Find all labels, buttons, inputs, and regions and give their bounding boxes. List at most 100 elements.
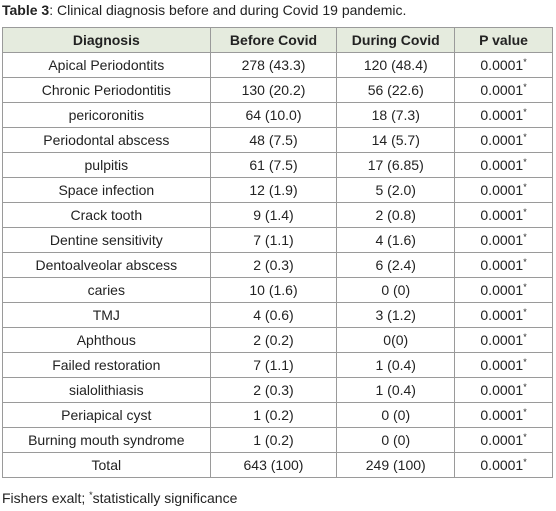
column-header: Diagnosis [2,27,211,53]
significance-mark: * [523,307,527,317]
p-value-cell: 0.0001* [454,352,553,378]
column-header: P value [454,27,553,53]
caption-label: Table 3 [2,2,50,18]
count-cell: 6 (2.4) [336,252,456,278]
p-value-cell: 0.0001* [454,377,553,403]
p-value-cell: 0.0001* [454,202,553,228]
count-cell: 4 (1.6) [336,227,456,253]
table-row: pulpitis 61 (7.5) 17 (6.85) 0.0001* [2,152,553,178]
table-row: Periodontal abscess 48 (7.5) 14 (5.7) 0.000… [2,127,553,153]
footnote: Fishers exalt; *statistically significan… [2,489,237,507]
significance-mark: * [523,432,527,442]
significance-mark: * [523,407,527,417]
p-value-cell: 0.0001* [454,277,553,303]
table-row: Apical Periodontits 278 (43.3) 120 (48.4) 0… [2,52,553,78]
p-value: 0.0001 [480,132,524,148]
count-cell: 249 (100) [336,452,456,478]
table: Diagnosis Before Covid During Covid P value… [2,27,553,478]
p-value: 0.0001 [480,82,524,98]
significance-mark: * [523,207,527,217]
significance-mark: * [523,107,527,117]
p-value-cell: 0.0001* [454,52,553,78]
table-row: Burning mouth syndrome 1 (0.2) 0 (0) 0.0001… [2,427,553,453]
p-value: 0.0001 [480,232,524,248]
table-head: Diagnosis Before Covid During Covid P value [2,27,553,53]
table-row: Failed restoration 7 (1.1) 1 (0.4) 0.0001* [2,352,553,378]
table-row: Dentine sensitivity 7 (1.1) 4 (1.6) 0.0001* [2,227,553,253]
count-cell: 61 (7.5) [209,152,338,178]
p-value-cell: 0.0001* [454,77,553,103]
count-cell: 643 (100) [209,452,338,478]
significance-mark: * [523,82,527,92]
count-cell: 1 (0.4) [336,352,456,378]
p-value-cell: 0.0001* [454,327,553,353]
p-value-cell: 0.0001* [454,252,553,278]
significance-mark: * [523,182,527,192]
diagnosis-cell: sialolithiasis [2,377,211,403]
caption-text: : Clinical diagnosis before and during C… [49,2,407,18]
footnote-mark: * [89,490,93,500]
count-cell: 1 (0.4) [336,377,456,403]
count-cell: 48 (7.5) [209,127,338,153]
p-value: 0.0001 [480,182,524,198]
table-row: caries 10 (1.6) 0 (0) 0.0001* [2,277,553,303]
diagnosis-cell: Space infection [2,177,211,203]
diagnosis-cell: Periapical cyst [2,402,211,428]
significance-mark: * [523,57,527,67]
diagnosis-cell: Apical Periodontits [2,52,211,78]
count-cell: 56 (22.6) [336,77,456,103]
significance-mark: * [523,157,527,167]
footnote-text: statistically significance [92,490,238,506]
p-value: 0.0001 [480,357,524,373]
significance-mark: * [523,332,527,342]
p-value: 0.0001 [480,307,524,323]
significance-mark: * [523,382,527,392]
count-cell: 5 (2.0) [336,177,456,203]
table-body: Apical Periodontits 278 (43.3) 120 (48.4) 0… [2,52,553,478]
diagnosis-cell: pulpitis [2,152,211,178]
count-cell: 130 (20.2) [209,77,338,103]
diagnosis-cell: Dentine sensitivity [2,227,211,253]
table-row: Crack tooth 9 (1.4) 2 (0.8) 0.0001* [2,202,553,228]
diagnosis-cell: Chronic Periodontitis [2,77,211,103]
diagnosis-cell: pericoronitis [2,102,211,128]
significance-mark: * [523,132,527,142]
p-value: 0.0001 [480,407,524,423]
table-row: Periapical cyst 1 (0.2) 0 (0) 0.0001* [2,402,553,428]
significance-mark: * [523,457,527,467]
count-cell: 2 (0.3) [209,377,338,403]
p-value-cell: 0.0001* [454,402,553,428]
count-cell: 17 (6.85) [336,152,456,178]
significance-mark: * [523,257,527,267]
count-cell: 12 (1.9) [209,177,338,203]
count-cell: 64 (10.0) [209,102,338,128]
p-value-cell: 0.0001* [454,127,553,153]
p-value-cell: 0.0001* [454,302,553,328]
count-cell: 7 (1.1) [209,227,338,253]
count-cell: 1 (0.2) [209,427,338,453]
diagnosis-cell: caries [2,277,211,303]
count-cell: 14 (5.7) [336,127,456,153]
table-row: TMJ 4 (0.6) 3 (1.2) 0.0001* [2,302,553,328]
count-cell: 4 (0.6) [209,302,338,328]
count-cell: 2 (0.8) [336,202,456,228]
significance-mark: * [523,232,527,242]
p-value: 0.0001 [480,332,524,348]
count-cell: 2 (0.3) [209,252,338,278]
header-row: Diagnosis Before Covid During Covid P value [2,27,553,53]
count-cell: 0(0) [336,327,456,353]
count-cell: 0 (0) [336,402,456,428]
table-row: sialolithiasis 2 (0.3) 1 (0.4) 0.0001* [2,377,553,403]
table-row: Chronic Periodontitis 130 (20.2) 56 (22.6)… [2,77,553,103]
p-value: 0.0001 [480,432,524,448]
diagnosis-cell: TMJ [2,302,211,328]
p-value-cell: 0.0001* [454,102,553,128]
caption: Table 3: Clinical diagnosis before and d… [2,1,406,19]
p-value-cell: 0.0001* [454,152,553,178]
p-value: 0.0001 [480,57,524,73]
significance-mark: * [523,357,527,367]
count-cell: 278 (43.3) [209,52,338,78]
p-value: 0.0001 [480,157,524,173]
p-value: 0.0001 [480,282,524,298]
